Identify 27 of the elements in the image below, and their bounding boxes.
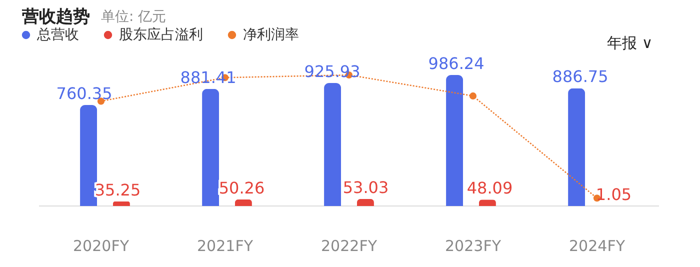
legend-label: 股东应占溢利 [119,27,203,43]
data-label: 48.09 [466,178,513,198]
bar [234,199,252,206]
bar [568,88,586,206]
data-label: 760.35 [56,84,112,104]
bar [356,198,374,206]
data-label: 50.26 [218,178,265,198]
x-tick-label: 2022FY [321,237,378,255]
data-label: 53.03 [342,178,389,197]
bar [324,83,342,206]
x-tick-label: 2020FY [73,237,130,255]
bar [112,201,130,206]
x-tick-label: 2023FY [445,237,502,255]
data-label: 986.24 [428,54,484,73]
bar [80,105,98,206]
x-tick-label: 2024FY [569,237,626,255]
bar [202,88,220,206]
chart-subtitle: 单位: 亿元 [101,9,166,25]
chart-title: 营收趋势 [21,7,90,27]
data-label: 886.75 [552,67,608,86]
bar [446,75,464,206]
text: 年报 ∨ [607,34,653,52]
legend-label: 总营收 [36,27,79,43]
legend-label: 净利润率 [243,27,299,43]
point [469,92,477,100]
x-tick-label: 2021FY [197,237,254,255]
data-label: 1.05 [596,184,632,204]
